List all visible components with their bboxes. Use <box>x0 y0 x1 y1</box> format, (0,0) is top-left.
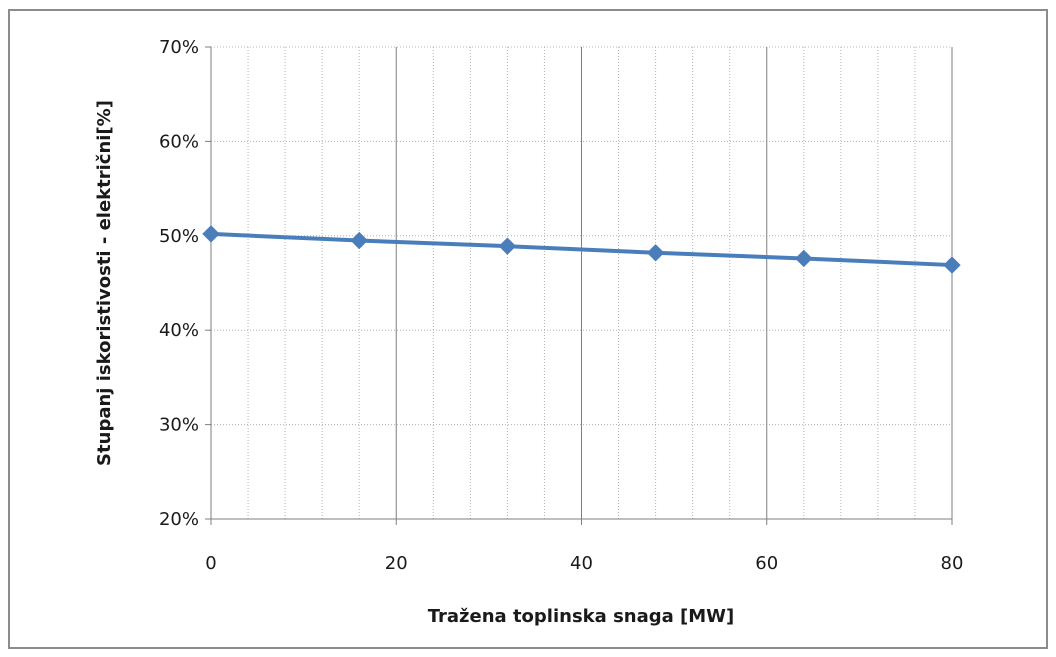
data-point-marker <box>795 249 813 268</box>
x-tick-label: 0 <box>205 553 216 574</box>
y-tick-label: 20% <box>159 509 199 530</box>
minor-grid <box>247 47 916 519</box>
major-grid <box>211 46 953 519</box>
x-axis-title: Tražena toplinska snaga [MW] <box>428 606 735 627</box>
y-tick-label: 60% <box>159 131 199 152</box>
data-point-marker <box>202 225 220 243</box>
data-point-marker <box>646 244 665 262</box>
y-tick-label: 40% <box>159 320 199 341</box>
x-tick-label: 80 <box>941 553 964 574</box>
y-tick-label: 30% <box>159 415 199 436</box>
chart-frame <box>8 9 1048 649</box>
x-tick-label: 20 <box>385 553 408 574</box>
x-tick-label: 40 <box>570 553 593 574</box>
data-point-marker <box>498 237 517 255</box>
axes <box>205 46 953 525</box>
data-point-marker <box>350 231 368 250</box>
series-line <box>210 231 953 268</box>
y-tick-label: 50% <box>159 226 199 247</box>
data-point-marker <box>943 256 961 274</box>
x-tick-label: 60 <box>755 553 778 574</box>
y-axis-title: Stupanj iskoristivosti - električni[%] <box>94 100 115 466</box>
tick-labels: 20% 30% 40% 50% 60% 70% 0 20 40 60 80 <box>159 37 963 574</box>
series-layer <box>202 225 961 274</box>
y-tick-label: 70% <box>159 37 199 58</box>
